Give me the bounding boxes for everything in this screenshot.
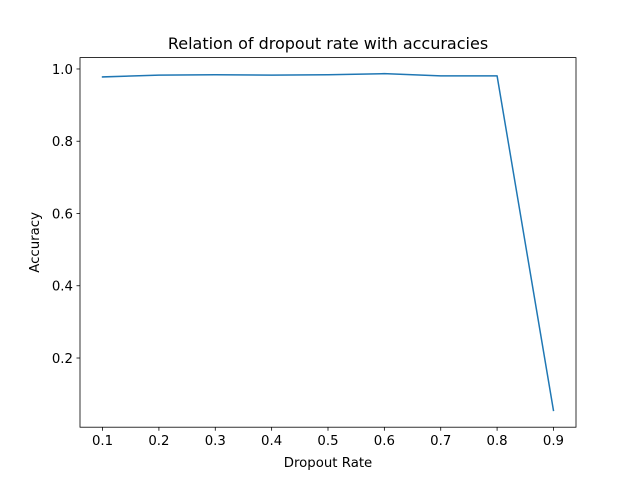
series-line-1 — [101, 72, 555, 412]
y-tick-label: 0.8 — [52, 135, 73, 150]
x-tick-label: 0.7 — [430, 434, 451, 449]
x-tick-label: 0.9 — [543, 434, 564, 449]
y-axis-ticks: 0.2 0.4 0.6 0.8 1.0 — [52, 63, 80, 367]
x-tick-label: 0.8 — [487, 434, 508, 449]
y-tick-label: 0.4 — [52, 280, 73, 295]
plot-area-background — [80, 57, 576, 428]
x-tick-label: 0.5 — [317, 434, 338, 449]
x-tick-label: 0.3 — [205, 434, 226, 449]
chart-title: Relation of dropout rate with accuracies — [168, 34, 488, 53]
x-tick-label: 0.4 — [261, 434, 282, 449]
y-axis-label: Accuracy — [28, 212, 43, 273]
x-tick-label: 0.1 — [92, 434, 113, 449]
x-axis-label: Dropout Rate — [284, 456, 372, 471]
series-layer — [101, 72, 555, 412]
y-tick-label: 1.0 — [52, 63, 73, 78]
y-tick-label: 0.6 — [52, 207, 73, 222]
x-tick-label: 0.6 — [374, 434, 395, 449]
x-tick-label: 0.2 — [148, 434, 169, 449]
y-tick-label: 0.2 — [52, 352, 73, 367]
x-axis-ticks: 0.1 0.2 0.3 0.4 0.5 0.6 0.7 0.8 0.9 — [92, 427, 564, 449]
